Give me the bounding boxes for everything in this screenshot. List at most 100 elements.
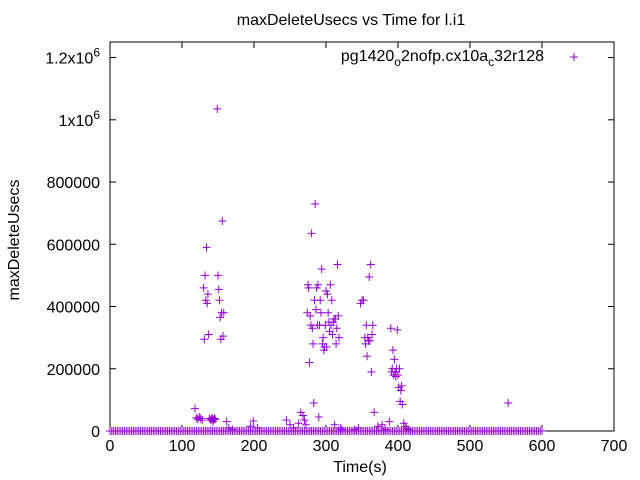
legend-marker: [570, 53, 578, 61]
data-point: [393, 325, 402, 334]
data-point: [334, 311, 343, 320]
x-tick-label: 400: [385, 438, 412, 455]
data-point: [404, 425, 413, 434]
data-point: [363, 352, 372, 361]
data-point: [366, 260, 375, 269]
data-point: [301, 420, 310, 429]
legend: pg1420o2nofp.cx10ac32r128: [341, 48, 578, 69]
x-tick-label: 300: [313, 438, 340, 455]
data-point: [359, 296, 368, 305]
data-point: [305, 358, 314, 367]
data-point: [396, 386, 405, 395]
data-point: [402, 424, 411, 433]
data-point: [218, 216, 227, 225]
data-point: [504, 398, 513, 407]
data-point: [222, 417, 231, 426]
data-point: [368, 330, 377, 339]
data-point: [316, 296, 325, 305]
data-point: [214, 271, 222, 280]
data-point: [198, 416, 207, 425]
data-point: [319, 333, 328, 342]
x-tick-label: 0: [106, 438, 115, 455]
data-point: [385, 417, 394, 426]
y-tick-label: 0: [91, 424, 100, 441]
chart-title: maxDeleteUsecs vs Time for l.i1: [237, 12, 466, 29]
data-point: [209, 415, 218, 424]
x-tick-label: 700: [601, 438, 628, 455]
data-point: [214, 285, 223, 294]
y-tick-label: 800000: [47, 175, 100, 192]
data-point: [334, 333, 343, 342]
data-point: [289, 423, 298, 432]
data-point: [388, 346, 397, 355]
data-point: [196, 414, 205, 423]
data-point: [333, 260, 342, 269]
x-axis-label: Time(s): [333, 459, 387, 476]
data-point: [332, 324, 341, 333]
data-point: [381, 425, 390, 434]
data-point: [190, 404, 199, 413]
data-point: [199, 283, 208, 292]
data-point: [365, 272, 374, 281]
x-tick-label: 200: [241, 438, 268, 455]
data-point: [394, 370, 402, 379]
data-point: [390, 355, 399, 364]
data-point: [314, 280, 323, 289]
data-point: [337, 425, 346, 434]
data-point: [300, 416, 309, 425]
x-tick-label: 600: [529, 438, 556, 455]
data-point: [307, 229, 316, 238]
data-point: [354, 423, 363, 432]
data-point: [311, 305, 320, 314]
data-point: [397, 381, 406, 390]
data-point: [368, 321, 377, 330]
x-tick-label: 100: [169, 438, 196, 455]
x-tick-label: 500: [457, 438, 484, 455]
data-point: [203, 290, 212, 299]
data-point: [391, 372, 400, 381]
plot-area: 0 100 200 300 400 500 600 700 0 200000 400000 60000…: [45, 41, 628, 455]
data-point: [228, 425, 237, 434]
data-point: [294, 419, 303, 428]
y-tick-label: 600000: [47, 237, 100, 254]
data-point: [386, 324, 395, 333]
data-point: [224, 423, 233, 432]
data-point: [365, 336, 374, 345]
data-point: [370, 408, 379, 417]
data-point: [213, 104, 222, 113]
data-point: [200, 335, 209, 344]
data-point: [298, 411, 307, 420]
data-point: [210, 414, 219, 423]
data-point: [308, 324, 317, 333]
data-point: [324, 308, 333, 317]
data-point: [311, 199, 320, 208]
data-point: [322, 342, 331, 351]
data-point: [309, 339, 318, 348]
data-point: [373, 422, 382, 431]
data-point: [326, 280, 335, 289]
data-point: [304, 283, 313, 292]
data-point: [336, 423, 345, 432]
data-point: [219, 308, 228, 317]
data-point: [306, 311, 315, 320]
data-point: [330, 420, 339, 429]
data-point: [350, 425, 359, 434]
data-point: [215, 296, 224, 305]
data-point: [327, 296, 336, 305]
y-tick-label: 200000: [47, 362, 100, 379]
data-point: [211, 415, 220, 424]
data-point: [323, 290, 332, 299]
data-point: [332, 339, 341, 348]
data-point: [219, 332, 228, 341]
y-tick-label: 1.2x106: [45, 46, 100, 68]
data-point: [395, 364, 404, 373]
data-point: [216, 313, 225, 322]
data-point: [367, 367, 376, 376]
y-tick-label: 1x106: [59, 108, 101, 130]
y-tick-label: 400000: [47, 300, 100, 317]
y-axis-label: maxDeleteUsecs: [6, 180, 23, 301]
data-point: [204, 330, 213, 339]
data-point: [253, 423, 262, 432]
